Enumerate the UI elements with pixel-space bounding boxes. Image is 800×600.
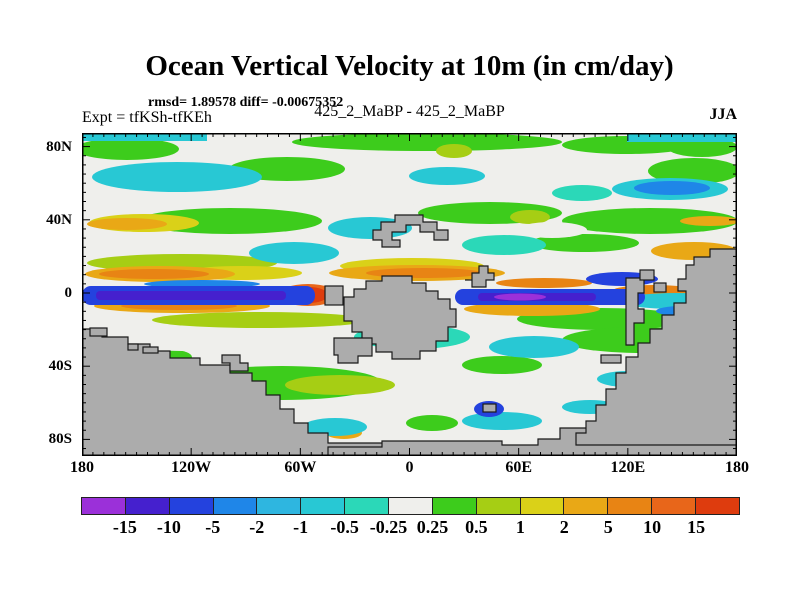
colorbar-cell: [431, 498, 476, 514]
contour-band-purple: [494, 293, 546, 301]
colorbar-tick-label: -10: [156, 517, 181, 537]
land-central-southwest-lobe: [333, 337, 373, 364]
y-tick-label: 80N: [46, 138, 72, 155]
colorbar-cell: [475, 498, 520, 514]
page-title: Ocean Vertical Velocity at 10m (in cm/da…: [145, 50, 674, 82]
colorbar-cell: [607, 498, 652, 514]
colorbar-cell: [124, 498, 169, 514]
experiment-label: Expt = tfKSh-tfKEh: [82, 109, 212, 126]
land-masses: [82, 214, 737, 456]
land-small-island: [127, 343, 139, 351]
contour-map: [82, 133, 737, 456]
season-label: JJA: [709, 106, 737, 123]
land-square-island: [324, 285, 344, 306]
colorbar-cell: [388, 498, 432, 514]
map-frame: [82, 133, 737, 456]
land-small-island: [89, 327, 108, 337]
colorbar-labels: -15 -10 -5 -2 -1 -0.5 -0.25 0.25 0.5 1 2 5 10 15: [81, 517, 740, 539]
colorbar-cell: [695, 498, 739, 514]
y-tick-label: 80S: [48, 431, 72, 448]
x-tick-label: 120E: [610, 459, 646, 476]
colorbar-cell: [519, 498, 564, 514]
x-tick-label: 180: [725, 459, 749, 476]
contour-band-neutral: [120, 183, 732, 405]
land-small-island: [482, 403, 497, 413]
colorbar-cell: [82, 498, 125, 514]
colorbar-tick-label: -5: [205, 517, 221, 537]
land-small-island: [639, 269, 655, 281]
x-tick-label: 120W: [171, 459, 212, 476]
land-stairs-island: [465, 265, 495, 288]
colorbar-tick-label: 0.25: [416, 517, 449, 537]
stats-line: rmsd= 1.89578 diff= -0.00675352: [148, 95, 344, 110]
colorbar-tick-label: -0.5: [330, 517, 359, 537]
colorbar-cell: [344, 498, 389, 514]
y-tick-label: 40S: [48, 358, 72, 375]
x-tick-label: 60W: [284, 459, 317, 476]
land-small-island: [600, 354, 622, 364]
x-axis-labels: 180 120W 60W 0 60E 120E 180: [70, 459, 749, 481]
x-tick-label: 180: [70, 459, 94, 476]
comparison-label: 425_2_MaBP - 425_2_MaBP: [314, 103, 505, 120]
x-tick-label: 0: [405, 459, 414, 476]
colorbar-tick-label: -15: [112, 517, 137, 537]
colorbar-tick-label: -1: [293, 517, 309, 537]
colorbar-cell: [212, 498, 257, 514]
colorbar-cell: [256, 498, 301, 514]
colorbar-tick-label: -2: [249, 517, 265, 537]
colorbar-tick-label: 5: [603, 517, 613, 537]
y-tick-label: 0: [64, 285, 73, 301]
land-small-island: [653, 282, 667, 293]
colorbar-tick-label: 0.5: [465, 517, 488, 537]
colorbar-cell: [168, 498, 213, 514]
colorbar-tick-label: 1: [515, 517, 525, 537]
colorbar-cell: [563, 498, 608, 514]
land-east-continent: [575, 248, 737, 446]
colorbar: [81, 497, 740, 515]
land-north-island: [372, 214, 449, 248]
x-tick-label: 60E: [505, 459, 532, 476]
land-small-island: [221, 354, 249, 372]
y-tick-label: 40N: [46, 211, 72, 228]
colorbar-cell: [651, 498, 696, 514]
colorbar-tick-label: -0.25: [369, 517, 408, 537]
land-southwest-continent: [82, 328, 389, 456]
colorbar-tick-label: 15: [687, 517, 706, 537]
colorbar-cell: [300, 498, 345, 514]
land-small-island: [142, 346, 159, 354]
land-east-peninsula: [625, 277, 645, 346]
colorbar-tick-label: 2: [559, 517, 569, 537]
map-plot-area: [82, 133, 737, 456]
colorbar-tick-label: 10: [643, 517, 662, 537]
y-axis-labels: 80N 40N 0 40S 80S: [0, 133, 76, 456]
